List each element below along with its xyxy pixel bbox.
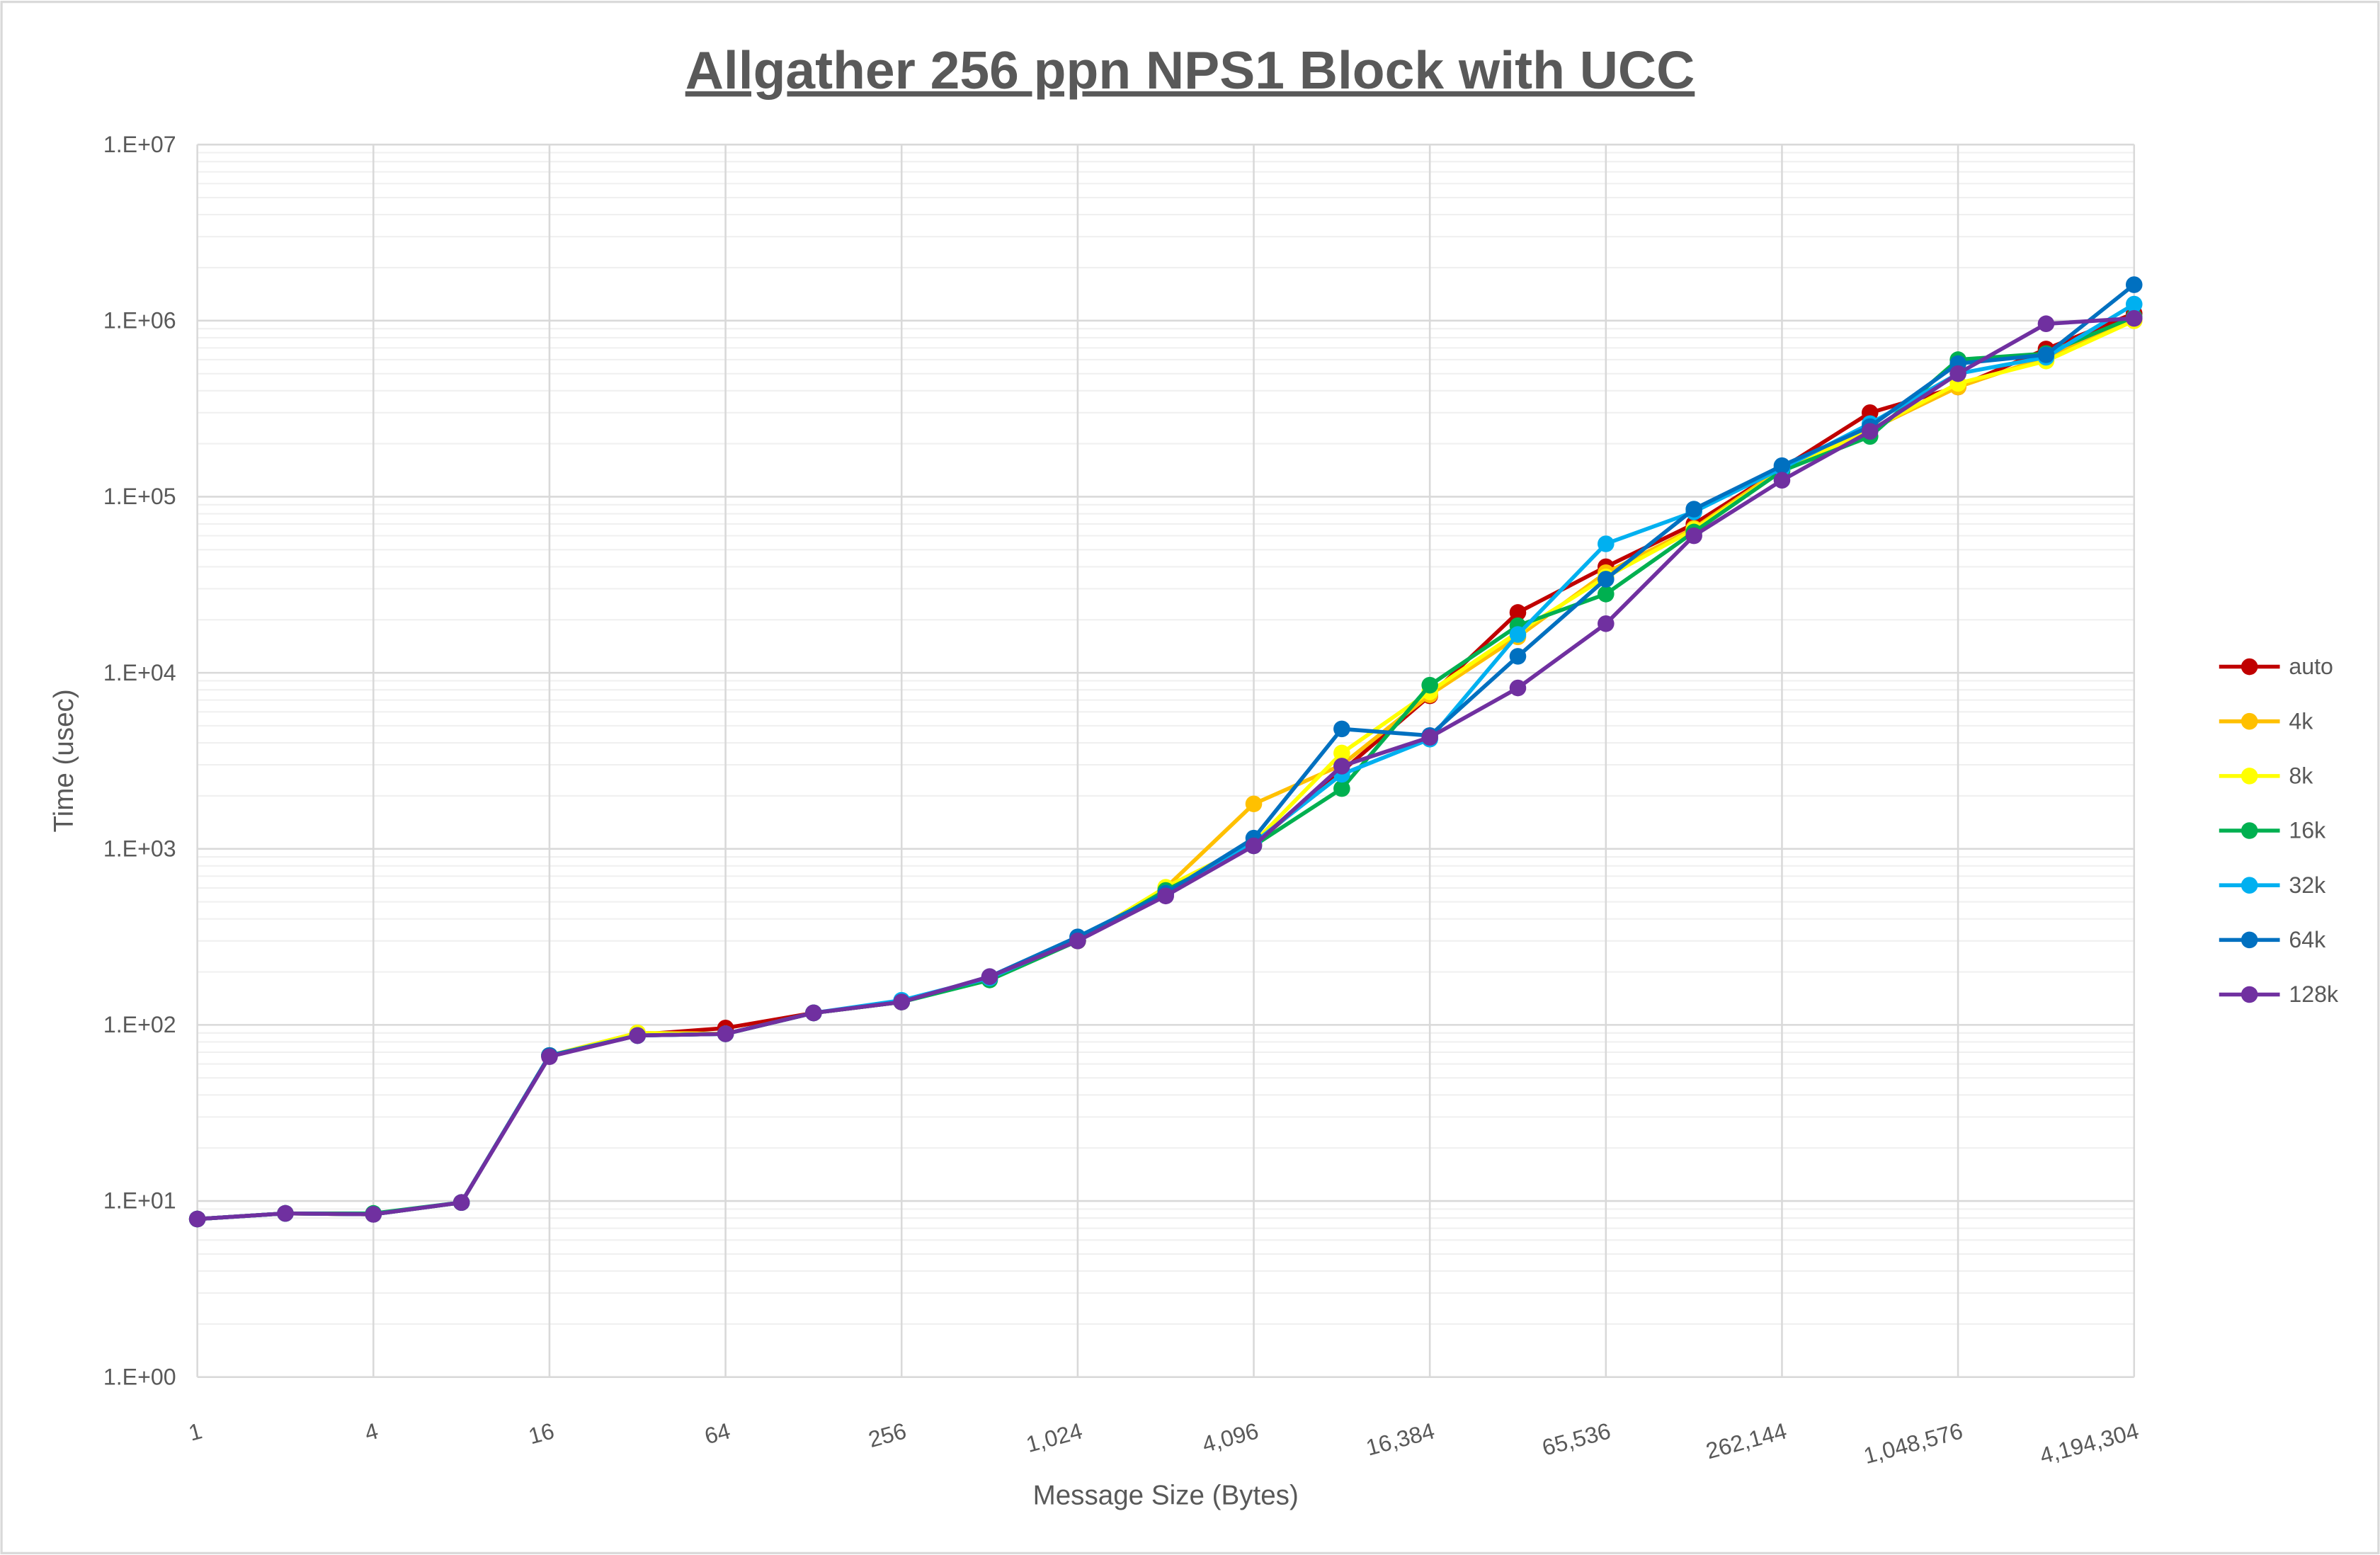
gridlines [196, 143, 2136, 1378]
y-tick-label: 1.E+05 [103, 484, 176, 509]
y-tick-label: 1.E+01 [103, 1188, 176, 1214]
data-point [1245, 837, 1263, 855]
series-128k [188, 309, 2143, 1228]
data-point [981, 968, 998, 986]
data-point [277, 1204, 294, 1222]
legend-label: 128k [2289, 981, 2339, 1007]
x-axis-title: Message Size (Bytes) [1033, 1481, 1299, 1511]
data-point [2125, 309, 2143, 327]
data-point [365, 1206, 382, 1223]
legend-label: 8k [2289, 763, 2313, 789]
series-group [188, 276, 2143, 1228]
data-point [2125, 276, 2143, 293]
data-point [452, 1194, 470, 1212]
data-point [1333, 720, 1350, 738]
x-axis-ticks: 1 4 16 64 256 1,024 4,096 16,384 65,536 262,144 1,… [186, 1418, 2141, 1469]
legend-entry-4k: 4k [2219, 708, 2313, 734]
legend-label: auto [2289, 654, 2333, 679]
data-point [1333, 758, 1350, 775]
data-point [1949, 365, 1966, 382]
data-point [1157, 887, 1174, 905]
data-point [541, 1048, 558, 1066]
data-point [1333, 744, 1350, 762]
data-point [1509, 648, 1527, 665]
legend-entry-32k: 32k [2219, 872, 2326, 898]
y-tick-label: 1.E+02 [103, 1012, 176, 1037]
data-point [1509, 626, 1527, 643]
data-point [1509, 679, 1527, 697]
y-tick-label: 1.E+07 [103, 132, 176, 157]
data-point [1245, 795, 1263, 813]
x-tick-label: 64 [702, 1418, 733, 1449]
legend-label: 32k [2289, 872, 2326, 898]
legend-entry-128k: 128k [2219, 981, 2339, 1007]
legend-marker [2240, 768, 2258, 785]
data-point [1333, 780, 1350, 797]
y-tick-label: 1.E+03 [103, 836, 176, 861]
data-point [2125, 295, 2143, 313]
legend-marker [2240, 877, 2258, 894]
y-axis-title: Time (usec) [49, 689, 79, 832]
data-point [1509, 604, 1527, 621]
data-point [1421, 676, 1438, 694]
legend-entry-auto: auto [2219, 654, 2333, 679]
data-point [1685, 501, 1702, 518]
legend-marker [2240, 712, 2258, 730]
legend-entry-8k: 8k [2219, 763, 2313, 789]
legend-marker [2240, 986, 2258, 1003]
data-point [893, 993, 911, 1010]
x-tick-label: 16 [525, 1418, 557, 1449]
y-axis-ticks: 1.E+00 1.E+01 1.E+02 1.E+03 1.E+04 1.E+05 1.E+… [103, 132, 176, 1390]
data-point [188, 1210, 206, 1228]
data-point [1773, 457, 1791, 474]
y-tick-label: 1.E+06 [103, 308, 176, 334]
data-point [2037, 315, 2055, 333]
y-tick-label: 1.E+00 [103, 1364, 176, 1389]
data-point [717, 1025, 734, 1042]
data-point [1598, 535, 1615, 552]
legend-entry-16k: 16k [2219, 818, 2326, 843]
data-point [1685, 527, 1702, 545]
y-tick-label: 1.E+04 [103, 660, 176, 685]
data-point [1773, 472, 1791, 489]
data-point [805, 1004, 822, 1022]
legend-label: 64k [2289, 927, 2326, 952]
data-point [1069, 932, 1086, 950]
legend: auto 4k 8k 16k 32k 64k 128k [2219, 654, 2339, 1007]
data-point [1598, 615, 1615, 632]
data-point [629, 1027, 647, 1044]
data-point [1598, 571, 1615, 588]
data-point [1598, 586, 1615, 603]
legend-marker [2240, 822, 2258, 839]
legend-marker [2240, 931, 2258, 949]
chart-title: Allgather 256 ppn NPS1 Block with UCC [685, 40, 1695, 100]
legend-entry-64k: 64k [2219, 927, 2326, 952]
legend-label: 16k [2289, 818, 2326, 843]
legend-marker [2240, 658, 2258, 676]
data-point [1861, 423, 1879, 440]
data-point [1421, 729, 1438, 746]
legend-label: 4k [2289, 708, 2313, 734]
data-point [2037, 346, 2055, 363]
